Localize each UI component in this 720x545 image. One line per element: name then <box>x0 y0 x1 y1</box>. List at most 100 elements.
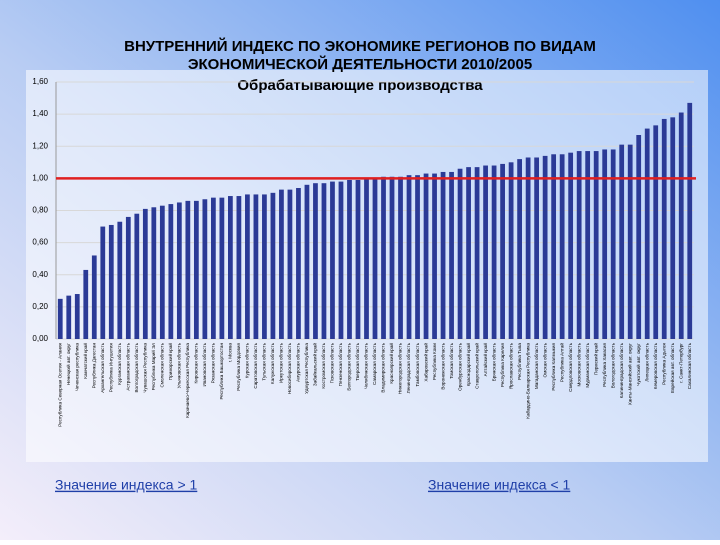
y-tick-label: 0,60 <box>32 238 48 247</box>
bar <box>423 173 429 339</box>
x-tick-label: Чувашская Республика <box>143 343 148 393</box>
bar <box>474 167 480 339</box>
bar <box>74 294 80 339</box>
x-tick-label: Чеченская республика <box>74 343 79 392</box>
bar <box>542 155 548 339</box>
x-tick-label: Кемеровская область <box>653 342 658 389</box>
x-tick-label: Еврейская авт. область <box>669 342 675 393</box>
bar <box>228 196 233 339</box>
x-tick-label: Удмуртская Республика <box>304 343 309 394</box>
x-tick-label: Воронежская область <box>440 342 445 389</box>
bar <box>568 152 574 339</box>
x-tick-label: Архангельская область <box>100 342 105 392</box>
bar <box>176 202 182 339</box>
bar <box>398 176 403 339</box>
bar <box>287 189 293 339</box>
x-tick-label: Самарская область <box>372 342 377 385</box>
bar <box>151 207 157 339</box>
x-tick-label: Ульяновская область <box>177 342 182 388</box>
x-tick-label: Ханты-Мансийский авт. округ <box>626 343 632 406</box>
x-tick-label: г. Москва <box>228 343 233 363</box>
bar <box>678 112 684 339</box>
bar <box>193 200 199 339</box>
bar <box>636 135 642 339</box>
x-tick-label: Тверская область <box>355 342 360 380</box>
bar <box>185 200 191 339</box>
bar <box>440 171 446 339</box>
bar <box>91 255 97 339</box>
x-tick-label: Амурская область <box>296 342 301 381</box>
x-tick-label: Новосибирская область <box>287 342 292 394</box>
x-tick-label: Владимирская область <box>381 342 386 392</box>
bar <box>219 197 225 339</box>
bar <box>355 179 361 339</box>
x-tick-label: Челябинская область <box>364 342 369 389</box>
y-tick-label: 1,40 <box>32 109 48 118</box>
y-tick-label: 0,00 <box>32 334 48 343</box>
x-tick-label: Республика Хакасия <box>602 343 607 387</box>
bar <box>653 125 659 340</box>
link[interactable]: Значение индекса < 1 <box>428 477 571 493</box>
bar <box>483 165 488 339</box>
bar <box>245 194 250 339</box>
bar <box>210 197 216 339</box>
x-tick-label: Республика Калмыкия <box>551 342 556 390</box>
bar <box>236 196 242 339</box>
bar <box>559 154 565 339</box>
bar <box>83 269 89 339</box>
x-tick-label: Томская область <box>449 342 454 379</box>
x-tick-label: Свердловская область <box>568 342 573 391</box>
x-tick-label: Псковская область <box>330 342 335 383</box>
bar <box>270 192 276 339</box>
x-tick-label: Республика Дагестан <box>91 343 96 389</box>
y-tick-label: 0,20 <box>32 302 48 311</box>
y-tick-label: 1,60 <box>32 77 48 86</box>
bar <box>313 183 318 339</box>
y-tick-label: 1,00 <box>32 173 48 182</box>
bar <box>279 189 284 339</box>
x-tick-label: г. Санкт-Петербург <box>678 343 683 383</box>
bar <box>406 175 412 339</box>
bar <box>389 176 395 339</box>
link[interactable]: Значение индекса > 1 <box>55 477 198 493</box>
x-tick-label: Хабаровский край <box>422 343 428 382</box>
bar <box>372 178 378 339</box>
bar <box>304 184 310 339</box>
bar <box>534 157 540 339</box>
bar <box>364 178 369 339</box>
bar <box>449 171 454 339</box>
chart-title: ЭКОНОМИЧЕСКОЙ ДЕЯТЕЛЬНОСТИ 2010/2005 <box>188 55 532 73</box>
x-tick-label: Рязанская область <box>211 342 216 383</box>
bar <box>262 194 267 339</box>
bar <box>168 204 174 339</box>
x-tick-label: Краснодарский край <box>465 343 471 387</box>
x-tick-label: Республика Башкортостан <box>219 343 224 400</box>
x-tick-label: Мурманская область <box>585 342 590 387</box>
bar <box>670 117 676 340</box>
x-tick-label: Республика Мордовия <box>236 342 241 390</box>
x-tick-label: Алтайский край <box>482 343 488 377</box>
x-tick-label: Магаданская область <box>534 342 539 389</box>
x-tick-label: Тульская область <box>262 342 267 380</box>
bar <box>253 194 259 339</box>
x-tick-label: Республика Тыва <box>517 343 522 380</box>
x-tick-label: Астраханская область <box>126 342 131 390</box>
bar <box>159 205 165 339</box>
x-tick-label: Чукотский авт. округ <box>635 343 641 386</box>
x-tick-label: Карачаево-Черкесская Республика <box>185 343 190 418</box>
x-tick-label: Курганская область <box>117 342 122 384</box>
x-tick-label: Тамбовская область <box>415 342 420 386</box>
x-tick-label: Ивановская область <box>202 342 207 386</box>
bar <box>576 151 582 339</box>
bar <box>66 295 72 339</box>
x-tick-label: Республика Коми <box>432 343 437 381</box>
x-tick-label: Белгородская область <box>347 342 352 390</box>
bar <box>517 159 522 339</box>
bar <box>619 144 625 339</box>
x-tick-label: Приморский край <box>167 343 173 381</box>
x-tick-label: Республика Адыгея <box>661 342 666 384</box>
bar <box>602 149 608 339</box>
x-tick-label: Кабардино-Балкарская Республика <box>525 343 530 419</box>
x-tick-label: Кировская область <box>194 342 199 383</box>
